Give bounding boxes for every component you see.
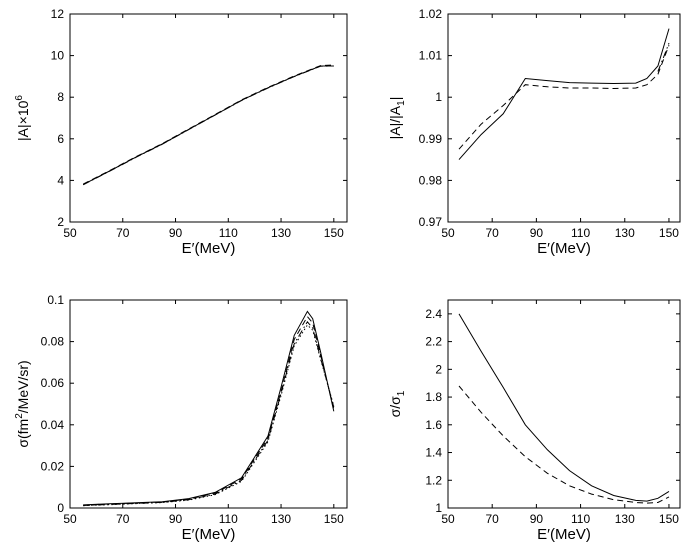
x-axis-label: E′(MeV) <box>182 526 236 543</box>
y-axis-label-text: σ/σ <box>387 396 403 418</box>
plot-frame <box>447 299 681 509</box>
y-tick-label: 1.02 <box>419 7 443 21</box>
x-tick-label: 50 <box>441 226 455 240</box>
series-dashed-line <box>82 64 334 185</box>
x-tick-label: 50 <box>63 226 77 240</box>
y-axis-label-text: |A|×10 <box>15 100 31 141</box>
series-dashed-line <box>83 315 335 506</box>
y-axis-label: |A|×106 <box>14 95 31 141</box>
y-tick-label: 1.8 <box>425 390 442 404</box>
chart-top-right: 50 70 90 110 130 150 0.97 0.98 0.99 1 1.01 1.02 E′(M… <box>387 7 681 257</box>
y-tick-label: 6 <box>57 132 64 146</box>
chart-bottom-left: 50 70 90 110 130 150 0 0.02 0.04 0.06 0.08 0.1 E′(Me… <box>14 293 348 543</box>
chart-bottom-right: 50 70 90 110 130 150 1 1.2 1.4 1.6 1.8 2 2.2 2.4 E′(Me… <box>387 299 681 543</box>
plot-frame <box>447 13 681 223</box>
y-tick-label: 4 <box>57 173 64 187</box>
y-tick-label: 0.97 <box>419 215 443 229</box>
x-tick-label: 110 <box>571 512 590 526</box>
y-axis-label: σ(fm2/MeV/sr) <box>14 360 31 447</box>
x-tick-label: 50 <box>63 512 77 526</box>
x-tick-label: 150 <box>659 512 679 526</box>
y-tick-label: 1 <box>435 90 442 104</box>
x-tick-label: 90 <box>530 226 544 240</box>
y-axis-label-tail: | <box>387 97 403 101</box>
series-solid-line <box>458 313 670 502</box>
y-tick-label: 1.2 <box>425 473 442 487</box>
y-tick-label: 1 <box>435 501 442 515</box>
x-axis-label: E′(MeV) <box>537 526 591 543</box>
series-dashdot-line <box>83 320 335 506</box>
y-axis-label: |A|/|A1| <box>387 97 407 140</box>
series-dotted-line <box>83 324 335 507</box>
x-tick-label: 90 <box>169 226 183 240</box>
x-tick-label: 70 <box>486 512 500 526</box>
x-tick-label: 150 <box>659 226 679 240</box>
y-axis-label: σ/σ1 <box>387 390 407 417</box>
x-tick-label: 90 <box>530 512 544 526</box>
y-tick-label: 2.4 <box>425 307 442 321</box>
x-tick-label: 130 <box>615 512 635 526</box>
x-tick-label: 50 <box>441 512 455 526</box>
y-tick-label: 2.2 <box>425 335 442 349</box>
plot-frame <box>69 299 348 509</box>
y-tick-label: 0.04 <box>41 418 65 432</box>
y-axis-label-subscript: 1 <box>396 390 407 396</box>
y-axis-label-tail: /MeV/sr) <box>15 360 31 413</box>
y-axis-label-subscript: 1 <box>396 100 407 106</box>
x-tick-label: 150 <box>324 512 344 526</box>
x-tick-label: 70 <box>486 226 500 240</box>
x-tick-label: 130 <box>271 512 291 526</box>
y-tick-label: 8 <box>57 90 64 104</box>
y-tick-label: 0.1 <box>47 293 64 307</box>
y-axis-label-superscript: 2 <box>14 413 25 419</box>
x-tick-label: 70 <box>116 512 130 526</box>
x-tick-label: 150 <box>324 226 344 240</box>
x-tick-label: 90 <box>169 512 183 526</box>
x-tick-label: 110 <box>219 226 238 240</box>
y-tick-label: 1.6 <box>425 418 442 432</box>
y-axis-label-superscript: 6 <box>14 95 25 101</box>
x-tick-label: 130 <box>615 226 635 240</box>
series-solid-line <box>82 65 334 186</box>
series-dashed-line <box>458 45 670 150</box>
y-tick-label: 1.4 <box>425 446 442 460</box>
y-axis-label-text: σ(fm <box>15 419 31 448</box>
x-tick-label: 110 <box>571 226 590 240</box>
series-dashdot-line <box>657 42 670 72</box>
x-axis-label: E′(MeV) <box>537 240 591 257</box>
x-axis-label: E′(MeV) <box>182 240 236 257</box>
y-tick-label: 1.01 <box>419 49 443 63</box>
y-tick-label: 0.06 <box>41 376 65 390</box>
x-tick-label: 130 <box>271 226 291 240</box>
series-solid-line <box>458 28 670 160</box>
y-tick-label: 2 <box>435 362 442 376</box>
series-dashed-line <box>458 385 670 504</box>
y-tick-label: 0.08 <box>41 335 65 349</box>
y-tick-label: 0.99 <box>419 132 443 146</box>
y-tick-label: 10 <box>51 49 65 63</box>
y-tick-label: 12 <box>51 7 65 21</box>
y-tick-label: 0.98 <box>419 173 443 187</box>
x-tick-label: 70 <box>116 226 130 240</box>
y-tick-label: 0 <box>57 501 64 515</box>
series-dashdot-line <box>82 65 334 186</box>
plot-frame <box>69 13 348 223</box>
y-tick-label: 0.02 <box>41 459 65 473</box>
series-solid-line <box>83 310 335 506</box>
x-tick-label: 110 <box>219 512 238 526</box>
y-axis-label-text: |A|/|A <box>387 105 403 139</box>
y-tick-label: 2 <box>57 215 64 229</box>
